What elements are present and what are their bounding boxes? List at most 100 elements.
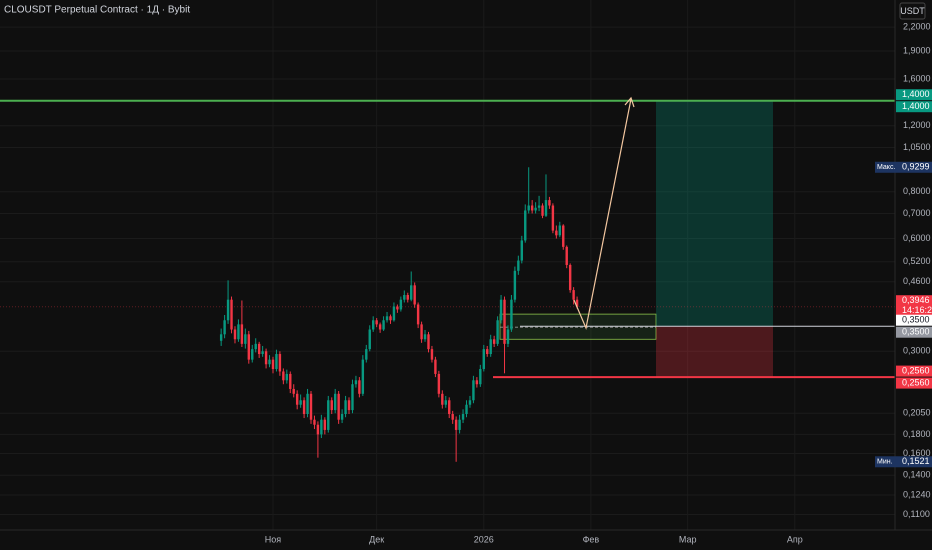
candle-body xyxy=(503,299,506,344)
y-tick-label: 0,6000 xyxy=(903,233,931,243)
candle-body xyxy=(354,380,358,385)
candle-body xyxy=(544,200,548,216)
candle-body xyxy=(527,205,530,211)
candle-body xyxy=(441,393,444,405)
candle-body xyxy=(468,400,472,405)
y-tick-label: 2,2000 xyxy=(903,22,931,32)
candle-body xyxy=(219,334,223,341)
candle-body xyxy=(316,424,320,435)
candle-body xyxy=(392,306,396,321)
candle-body xyxy=(223,320,226,335)
candle-body xyxy=(375,320,378,325)
candle-body xyxy=(506,329,510,344)
candle-body xyxy=(271,359,275,370)
y-tick-label: 1,2000 xyxy=(903,120,931,130)
price-marker xyxy=(896,326,932,338)
y-tick-label: 0,1800 xyxy=(903,429,931,439)
candle-body xyxy=(451,414,454,420)
candle-body xyxy=(254,343,257,350)
candle-body xyxy=(361,359,365,394)
price-marker-label: 0,1521 xyxy=(902,456,930,466)
candle-body xyxy=(416,304,420,325)
candle-body xyxy=(309,393,313,420)
candle-body xyxy=(465,404,468,415)
candle-body xyxy=(237,324,240,340)
candle-body xyxy=(251,349,254,360)
candle-body xyxy=(302,400,306,415)
candle-body xyxy=(534,207,537,211)
y-tick-label: 0,8000 xyxy=(903,186,931,196)
profit-zone[interactable] xyxy=(656,100,773,327)
candle-body xyxy=(396,306,399,310)
candle-body xyxy=(444,400,447,405)
y-tick-label: 0,1600 xyxy=(903,448,931,458)
price-marker-label: 0,3946 xyxy=(902,295,930,305)
y-tick-label: 0,5200 xyxy=(903,256,931,266)
candle-body xyxy=(472,380,475,401)
x-tick-label: 2026 xyxy=(474,534,494,544)
price-marker xyxy=(896,377,932,389)
candle-body xyxy=(420,324,423,340)
y-tick-label: 0,1240 xyxy=(903,489,931,499)
candle-body xyxy=(320,419,323,435)
candle-body xyxy=(268,359,271,365)
price-marker xyxy=(896,456,932,468)
candle-body xyxy=(517,260,520,271)
candle-body xyxy=(278,354,282,372)
x-tick-label: Дек xyxy=(369,534,384,544)
candle-body xyxy=(458,419,461,430)
candle-body xyxy=(289,373,292,389)
y-tick-label: 0,2050 xyxy=(903,408,931,418)
candle-body xyxy=(520,240,524,261)
price-marker-label: 0,9299 xyxy=(902,162,930,172)
candle-body xyxy=(344,400,347,415)
candle-body xyxy=(565,246,568,265)
candle-body xyxy=(475,380,479,385)
candle-body xyxy=(378,324,382,330)
price-marker-label: 0,2560 xyxy=(902,365,930,375)
candle-body xyxy=(368,329,371,350)
x-tick-label: Фев xyxy=(583,534,600,544)
y-tick-label: 0,1100 xyxy=(903,509,930,519)
candle-body xyxy=(306,393,309,415)
candle-body xyxy=(247,334,251,360)
loss-zone[interactable] xyxy=(656,326,773,378)
currency[interactable]: USDT xyxy=(900,6,925,16)
candle-body xyxy=(537,205,541,208)
price-marker-tag: Макс. xyxy=(877,164,895,171)
candle-body xyxy=(555,230,558,236)
candle-body xyxy=(486,349,489,355)
candle-body xyxy=(548,200,551,206)
candle-body xyxy=(299,400,302,405)
chart-title: CLOUSDT Perpetual Contract · 1Д · Bybit xyxy=(4,5,190,16)
currency-box[interactable] xyxy=(899,2,926,20)
x-tick-label: Апр xyxy=(787,534,803,544)
candle-body xyxy=(541,205,544,216)
candle-body xyxy=(233,329,237,340)
price-marker-label: 1,4000 xyxy=(902,89,930,99)
candle-body xyxy=(333,393,337,411)
candle-body xyxy=(530,205,534,211)
candle-body xyxy=(434,359,437,374)
candle-body xyxy=(403,295,406,300)
candle-body xyxy=(330,400,333,411)
candle-body xyxy=(226,299,230,321)
candle-body xyxy=(371,320,375,330)
candle-body xyxy=(340,414,344,420)
candle-body xyxy=(430,349,434,360)
y-tick-label: 0,1400 xyxy=(903,470,931,480)
candle-body xyxy=(285,373,289,381)
candle-body xyxy=(292,388,295,394)
price-marker xyxy=(896,161,932,173)
candle-body xyxy=(261,351,264,355)
candle-body xyxy=(496,320,499,344)
candle-body xyxy=(295,393,299,405)
y-tick-label: 0,7000 xyxy=(903,208,931,218)
candle-body xyxy=(327,400,330,430)
candle-body xyxy=(257,343,261,355)
candle-body xyxy=(406,295,409,300)
candle-body xyxy=(244,334,247,344)
candle-body xyxy=(524,210,527,241)
